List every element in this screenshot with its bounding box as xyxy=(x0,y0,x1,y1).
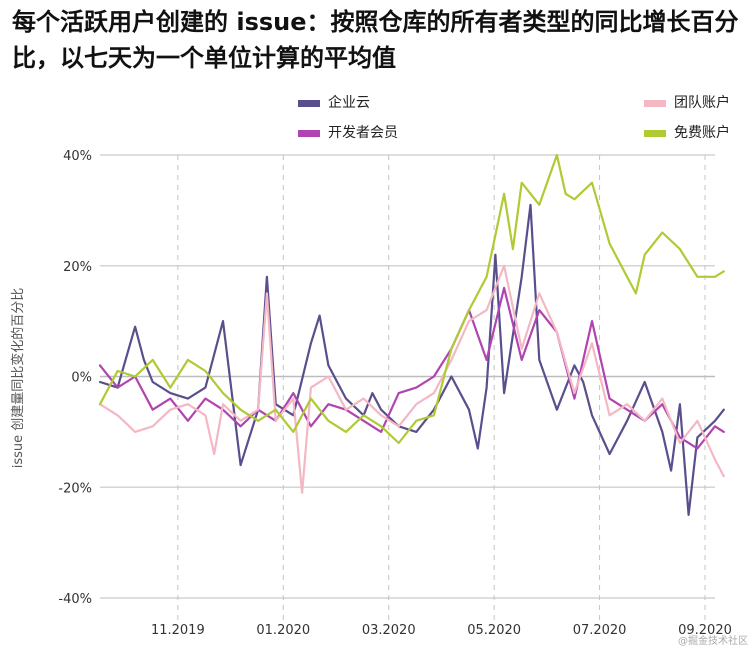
y-tick-label: -20% xyxy=(58,481,92,496)
legend-item-enterprise: 企业云 xyxy=(298,92,370,112)
x-tick-label: 03.2020 xyxy=(362,623,416,638)
series-line-1 xyxy=(98,286,725,450)
axes: 40% 20% 0% -20% -40% 11.2019 01.2020 03.2020 05.… xyxy=(58,149,731,638)
x-tick-label: 01.2020 xyxy=(256,623,310,638)
series-lines xyxy=(98,153,725,517)
x-tick-label: 05.2020 xyxy=(467,623,521,638)
legend-swatch xyxy=(298,129,320,137)
legend-item-developer: 开发者会员 xyxy=(298,122,398,142)
series-line-0 xyxy=(98,203,725,517)
grid xyxy=(100,154,715,620)
y-axis-label: issue 创建量同比变化的百分比 xyxy=(10,288,26,469)
series-line-3 xyxy=(98,153,725,445)
y-tick-label: 20% xyxy=(63,260,92,275)
legend-swatch xyxy=(644,129,666,137)
chart-title: 每个活跃用户创建的 issue：按照仓库的所有者类型的同比增长百分比，以七天为一… xyxy=(12,8,739,72)
legend-swatch xyxy=(298,99,320,107)
y-tick-label: 40% xyxy=(63,149,92,164)
legend-item-team: 团队账户 xyxy=(644,92,730,112)
series-line-2 xyxy=(98,264,725,494)
y-tick-label: 0% xyxy=(71,371,92,386)
legend-label: 开发者会员 xyxy=(328,125,398,141)
watermark: @掘金技术社区 xyxy=(678,636,748,647)
x-tick-label: 09.2020 xyxy=(678,623,732,638)
legend-label: 团队账户 xyxy=(674,95,730,111)
legend-label: 企业云 xyxy=(328,95,370,111)
x-tick-label: 11.2019 xyxy=(151,623,205,638)
legend-swatch xyxy=(644,99,666,107)
legend-item-free: 免费账户 xyxy=(644,122,730,142)
x-tick-label: 07.2020 xyxy=(573,623,627,638)
y-tick-label: -40% xyxy=(58,592,92,607)
legend-label: 免费账户 xyxy=(674,125,730,141)
